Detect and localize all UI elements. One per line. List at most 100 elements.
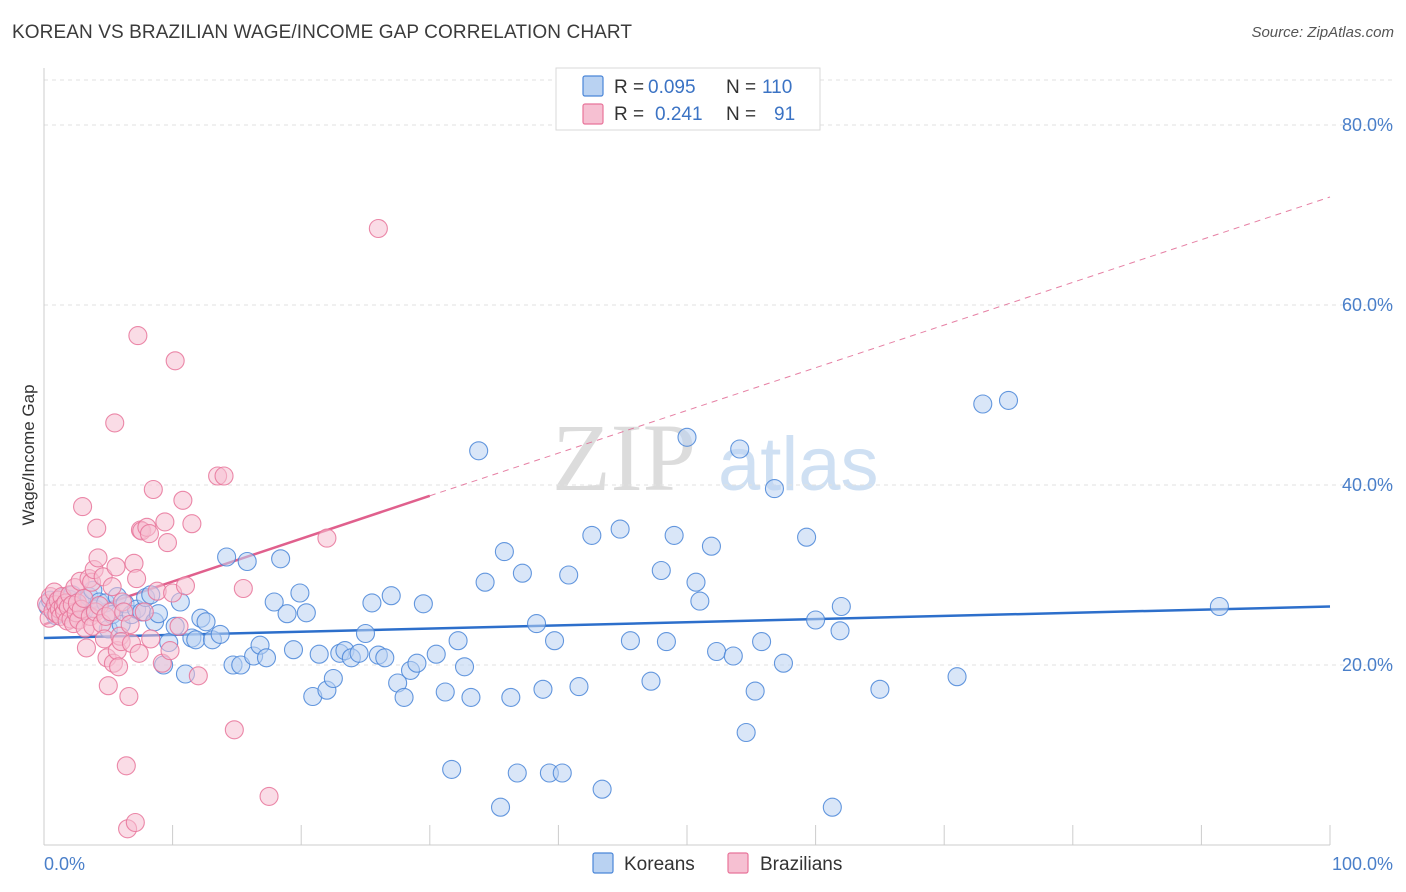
korean-point <box>323 668 343 689</box>
korean-point <box>426 644 446 664</box>
korean-point <box>764 479 784 499</box>
korean-point <box>752 632 772 652</box>
brazilian-point <box>160 641 180 661</box>
korean-point <box>707 641 727 662</box>
brazilian-point <box>214 466 234 486</box>
korean-point <box>1209 596 1229 617</box>
korean-point <box>533 679 553 699</box>
brazilian-point <box>155 512 175 532</box>
y-axis-label: Wage/Income Gap <box>19 384 38 525</box>
korean-point <box>362 593 382 613</box>
korean-point <box>690 591 710 611</box>
korean-point <box>494 542 514 562</box>
korean-point <box>773 653 794 673</box>
axes: 20.0% 40.0% 60.0% 80.0% 0.0% 100.0% <box>43 68 1393 874</box>
bottom-legend-korean-label: Koreans <box>624 854 695 875</box>
korean-point <box>501 687 521 707</box>
brazilian-point <box>143 479 163 500</box>
korean-point <box>283 640 304 660</box>
korean-point <box>442 759 462 779</box>
korean-point <box>797 527 817 547</box>
korean-point <box>998 390 1019 410</box>
korean-point <box>569 677 589 697</box>
source-credit: Source: ZipAtlas.com <box>1251 24 1394 41</box>
korean-point <box>736 722 756 743</box>
korean-point <box>296 603 316 623</box>
korean-point <box>264 592 284 612</box>
korean-point <box>559 565 579 585</box>
brazilian-point <box>368 218 388 239</box>
brazilian-point <box>76 638 96 658</box>
korean-point <box>973 394 993 414</box>
bottom-legend: Koreans Brazilians <box>592 852 842 875</box>
y-tick-label: 80.0% <box>1342 115 1393 135</box>
korean-trend-line <box>43 605 1331 640</box>
brazilian-point <box>120 614 140 635</box>
korean-point <box>656 632 676 652</box>
legend-brazilian-swatch <box>582 103 604 125</box>
korean-point <box>290 583 310 603</box>
korean-point <box>686 572 706 592</box>
korean-point <box>701 536 721 556</box>
brazilian-point <box>129 643 149 663</box>
korean-point <box>651 560 671 581</box>
brazilian-trend-extension <box>429 196 1331 497</box>
korean-point <box>831 596 851 617</box>
watermark-atlas: atlas <box>718 422 879 507</box>
legend-korean-swatch <box>582 75 604 97</box>
brazilian-point <box>188 666 208 686</box>
korean-point <box>730 439 750 459</box>
brazilian-point <box>175 576 196 596</box>
y-tick-label: 20.0% <box>1342 655 1393 675</box>
brazilian-point <box>182 514 202 534</box>
legend-korean-n-label: N = <box>726 77 756 98</box>
x-tick-label-max: 100.0% <box>1332 854 1393 874</box>
y-tick-label: 60.0% <box>1342 295 1393 315</box>
bottom-legend-brazilian-label: Brazilians <box>760 854 842 875</box>
brazilian-point <box>169 616 189 636</box>
korean-point <box>677 427 697 447</box>
brazilian-point <box>87 518 107 538</box>
korean-point <box>375 648 395 668</box>
korean-point <box>870 679 890 699</box>
watermark-zip: ZIP <box>552 404 696 511</box>
brazilian-point <box>125 812 145 833</box>
korean-point <box>186 630 206 650</box>
korean-point <box>454 657 475 677</box>
korean-point <box>237 551 257 572</box>
korean-point <box>309 644 329 664</box>
bottom-legend-korean-swatch <box>592 852 614 874</box>
korean-point <box>544 631 565 651</box>
legend-korean-r-value: 0.095 <box>648 77 696 98</box>
korean-point <box>723 646 743 666</box>
korean-point <box>256 648 277 668</box>
korean-point <box>507 763 527 783</box>
korean-point <box>394 687 414 707</box>
korean-point <box>435 682 455 702</box>
korean-point <box>822 797 842 817</box>
legend-korean-r-label: R = <box>614 77 644 98</box>
y-tick-label: 40.0% <box>1342 475 1393 495</box>
korean-point <box>461 687 481 707</box>
korean-point <box>381 586 401 606</box>
brazilian-point <box>139 524 160 544</box>
korean-point <box>475 572 495 592</box>
korean-point <box>830 621 850 641</box>
gridlines <box>44 79 1392 666</box>
legend-brazilian-r-label: R = <box>614 104 644 125</box>
legend-brazilian-r-value: 0.241 <box>655 104 703 125</box>
korean-point <box>620 631 640 651</box>
brazilian-point <box>116 756 136 776</box>
top-legend: R = 0.095 N = 110 R = 0.241 N = 91 <box>555 67 821 131</box>
korean-point <box>448 631 468 651</box>
x-tick-label-min: 0.0% <box>44 854 85 874</box>
korean-point <box>610 519 630 539</box>
brazilian-point <box>98 676 118 696</box>
korean-point <box>355 623 376 644</box>
korean-point <box>469 441 489 461</box>
brazilian-point <box>109 657 129 677</box>
brazilian-point <box>127 569 147 589</box>
korean-point <box>271 549 291 569</box>
korean-point <box>552 763 572 783</box>
bottom-legend-brazilian-swatch <box>727 852 749 874</box>
